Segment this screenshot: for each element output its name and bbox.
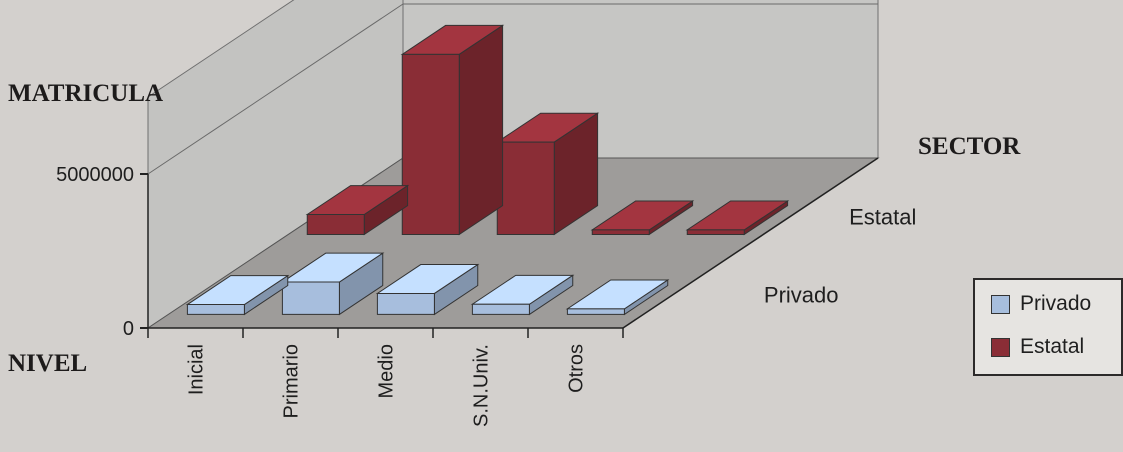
gridline-side (147, 3, 404, 175)
bar-estatal-snuniv (590, 200, 695, 236)
bar-estatal-otros (685, 200, 790, 236)
legend-label-privado: Privado (1020, 292, 1092, 315)
legend-swatch-estatal (991, 337, 1010, 357)
bar-estatal-snuniv-front (591, 229, 650, 235)
bar-privado-otros (565, 279, 670, 316)
bar-privado-snuniv-front (471, 303, 530, 315)
bar-estatal-primario-side (458, 24, 504, 236)
bar-privado-medio (375, 263, 480, 316)
y-tick-label-1: 5000000 (56, 164, 134, 186)
bar-estatal-inicial (305, 184, 410, 236)
legend-item-estatal: Estatal (991, 335, 1085, 358)
legend-swatch-privado (991, 294, 1010, 314)
legend-label-estatal: Estatal (1020, 335, 1085, 358)
depth-axis-label: SECTOR (918, 133, 1021, 160)
bar-privado-inicial (185, 274, 290, 316)
bar-privado-primario (280, 252, 385, 316)
bar-estatal-otros-front (686, 229, 745, 235)
bar-privado-inicial-front (186, 304, 245, 315)
depth-axis-line (622, 157, 879, 329)
bar-estatal-inicial-front (306, 213, 365, 235)
y-axis-label: MATRICULA (8, 80, 164, 107)
bar-privado-primario-front (281, 281, 340, 315)
bar-estatal-medio-front (496, 141, 555, 235)
x-tick-label-2: Medio (376, 344, 398, 398)
depth-label-estatal: Estatal (849, 205, 916, 230)
bar-estatal-primario-front (401, 53, 460, 235)
legend: Privado Estatal (973, 278, 1123, 376)
x-tick-label-1: Primario (281, 344, 303, 418)
depth-label-privado: Privado (764, 282, 839, 307)
legend-item-privado: Privado (991, 292, 1092, 315)
bar-estatal-medio (495, 112, 600, 236)
x-tick-label-0: Inicial (186, 344, 208, 395)
y-tick-label-0: 0 (123, 318, 134, 340)
x-tick-label-3: S.N.Univ. (471, 344, 493, 427)
x-axis-label: NIVEL (8, 350, 88, 377)
bar-privado-snuniv (470, 274, 575, 316)
bar-privado-otros-front (566, 308, 625, 315)
bar-privado-medio-front (376, 292, 435, 315)
bar-estatal-primario (400, 24, 505, 236)
x-tick-label-4: Otros (566, 344, 588, 393)
